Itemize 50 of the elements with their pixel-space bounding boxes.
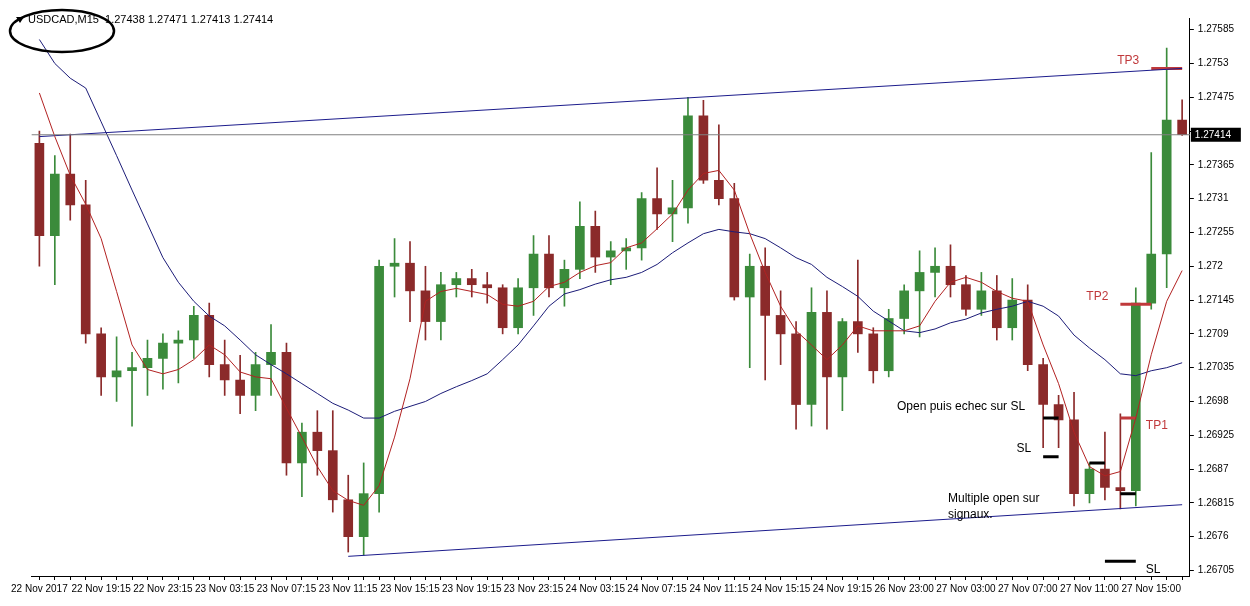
series-label: TP3 [1117, 52, 1140, 67]
x-tick-label: 24 Nov 07:15 [627, 582, 688, 594]
y-tick-label: 1.2709 [1197, 327, 1229, 339]
series-label: TP2 [1086, 288, 1109, 303]
x-tick-label: 23 Nov 03:15 [194, 582, 255, 594]
candlestick [266, 324, 276, 396]
y-tick-label: 1.27585 [1197, 23, 1235, 35]
x-tick-label: 26 Nov 23:00 [874, 582, 935, 594]
x-tick-label: 24 Nov 15:15 [750, 582, 811, 594]
x-tick-label: 23 Nov 11:15 [318, 582, 379, 594]
y-tick-label: 1.2687 [1197, 462, 1229, 474]
y-tick-label: 1.272 [1197, 260, 1224, 272]
x-tick-label: 23 Nov 19:15 [442, 582, 502, 594]
x-tick-label: 23 Nov 23:15 [503, 582, 564, 594]
candlestick [853, 259, 863, 353]
y-tick-label: 1.2698 [1197, 395, 1229, 407]
series-label: TP1 [1145, 418, 1169, 433]
x-tick-label: 22 Nov 19:15 [71, 582, 132, 594]
y-tick-label: 1.26705 [1197, 564, 1235, 576]
y-tick-label: 1.26815 [1197, 496, 1235, 508]
candlestick [930, 247, 940, 298]
candlestick [127, 351, 137, 427]
y-tick-label: 1.2676 [1197, 530, 1229, 542]
y-tick-label: 1.27035 [1197, 361, 1235, 373]
x-tick-label: 24 Nov 19:15 [812, 582, 873, 594]
x-tick-label: 23 Nov 07:15 [256, 582, 317, 594]
candlestick [605, 241, 616, 286]
x-tick-label: 27 Nov 11:00 [1060, 582, 1120, 594]
x-tick-label: 24 Nov 11:15 [689, 582, 749, 594]
annotation: Open puis echec sur SL [897, 398, 1027, 414]
candlestick [482, 272, 493, 304]
annotation: Multiple open sur signaux. [948, 490, 1041, 522]
x-tick-label: 23 Nov 15:15 [380, 582, 441, 594]
y-tick-label: 1.2731 [1197, 192, 1229, 204]
y-tick-label: 1.2753 [1197, 57, 1229, 69]
x-tick-label: 27 Nov 07:00 [997, 582, 1058, 594]
y-tick-label: 1.27255 [1197, 226, 1235, 238]
x-tick-label: 22 Nov 2017 [11, 582, 69, 594]
y-tick-label: 1.26925 [1197, 429, 1235, 441]
x-tick-label: 27 Nov 15:00 [1121, 582, 1182, 594]
y-tick-label: 1.27145 [1197, 293, 1235, 305]
y-tick-label: 1.27365 [1197, 158, 1235, 170]
x-tick-label: 27 Nov 03:00 [936, 582, 997, 594]
series-label: SL [1016, 441, 1032, 456]
chart-title: USDCAD,M15 1.27438 1.27471 1.27413 1.27414 [28, 13, 274, 25]
x-tick-label: 22 Nov 23:15 [133, 582, 194, 594]
x-tick-label: 24 Nov 03:15 [565, 582, 626, 594]
y-tick-label: 1.27475 [1197, 91, 1235, 103]
series-label: SL [1145, 561, 1161, 576]
ref-line-label: 1.27414 [1194, 128, 1232, 140]
